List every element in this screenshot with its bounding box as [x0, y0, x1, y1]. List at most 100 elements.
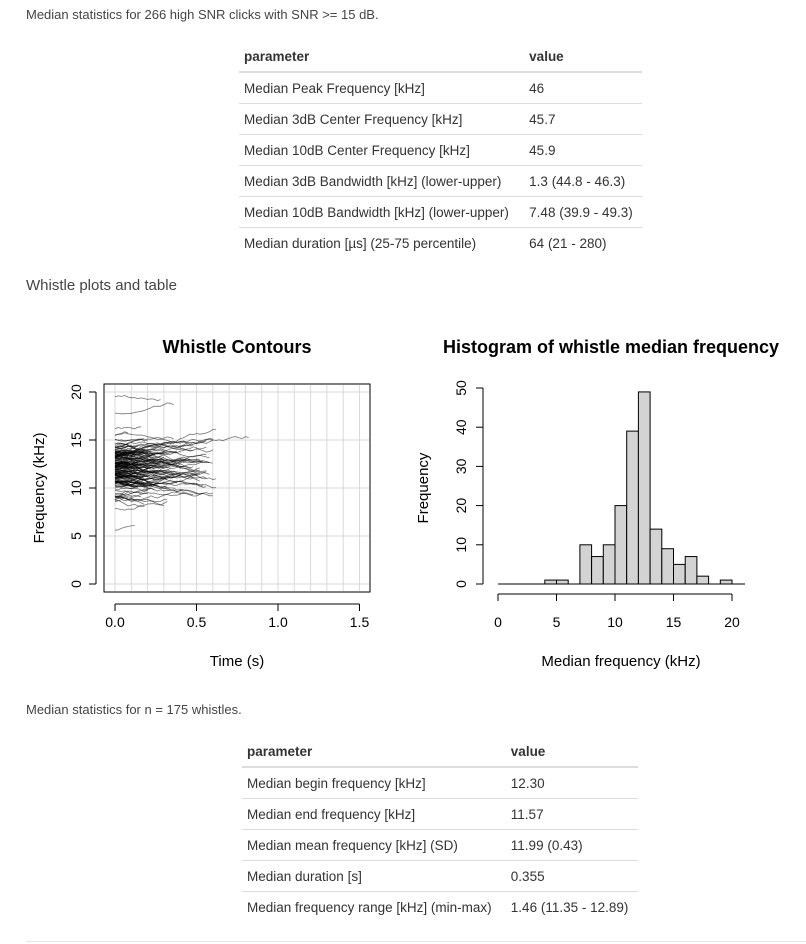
table-row: Median 10dB Bandwidth [kHz] (lower-upper…	[239, 196, 642, 228]
y-tick-label: 5	[68, 532, 84, 540]
value-cell: 12.30	[510, 775, 545, 791]
whistle-contour	[114, 466, 148, 471]
histogram-bar	[673, 563, 686, 585]
contour-plot-frame	[103, 383, 371, 593]
contour-grid	[105, 385, 369, 591]
value-cell: 64 (21 - 280)	[524, 227, 642, 258]
click-stats-intro: Median statistics for 266 high SNR click…	[26, 7, 379, 22]
y-tick-label: 30	[453, 458, 469, 474]
histogram-bar	[602, 544, 616, 585]
x-tick-label: 5	[553, 614, 561, 630]
whistle-contour	[114, 451, 165, 459]
histogram-bar	[696, 575, 710, 585]
histogram-title: Histogram of whistle median frequency	[443, 337, 779, 357]
value-cell: 1.3 (44.8 - 46.3)	[524, 165, 642, 197]
table-row: Median mean frequency [kHz] (SD) 11.99 (…	[242, 829, 638, 861]
x-tick-label: 10	[607, 614, 623, 630]
whistle-contour	[114, 480, 178, 486]
value-cell: 0.355	[505, 860, 638, 892]
x-tick-label: 0	[494, 614, 502, 630]
histogram-bar	[556, 579, 569, 585]
whistle-contour	[114, 525, 135, 531]
whistle-contour	[114, 402, 174, 415]
whistle-contour	[114, 438, 148, 442]
parameter-cell: Median end frequency [kHz]	[242, 798, 506, 830]
whistle-contour	[114, 480, 158, 486]
histogram-bar	[719, 579, 733, 585]
bottom-divider	[26, 941, 806, 942]
y-tick-label: 50	[453, 380, 469, 396]
value-cell: 45.9	[524, 134, 642, 166]
y-tick-label: 10	[68, 480, 84, 496]
whistle-contour	[114, 481, 217, 489]
x-tick-label: 20	[724, 614, 740, 630]
histogram-chart: Histogram of whistle median frequency 0 5…	[415, 337, 779, 670]
histogram-bar	[649, 528, 663, 585]
whistle-contour	[114, 500, 168, 511]
whistle-contour	[114, 480, 171, 490]
value-cell: 45.7	[524, 103, 642, 135]
y-tick-label: 0	[453, 580, 469, 588]
y-tick-label: 40	[453, 419, 469, 435]
parameter-cell: Median duration [µs] (25-75 percentile)	[239, 227, 525, 258]
contour-chart-title: Whistle Contours	[163, 337, 312, 357]
whistle-contour	[114, 432, 174, 439]
value-cell: 11.99 (0.43)	[505, 829, 638, 861]
histogram-bar	[579, 544, 593, 585]
parameter-cell: Median 10dB Bandwidth [kHz] (lower-upper…	[239, 196, 525, 228]
value-cell: 46	[529, 80, 545, 96]
whistle-contour	[114, 491, 148, 498]
value-cell: 7.48 (39.9 - 49.3)	[524, 196, 642, 228]
whistle-contour	[114, 438, 145, 448]
whistle-contour	[114, 471, 145, 476]
table-row: Median duration [s] 0.355	[242, 860, 638, 892]
click-stats-table: parameter value Median Peak Frequency [k…	[239, 41, 642, 258]
parameter-cell: Median frequency range [kHz] (min-max)	[242, 891, 506, 922]
table-row: Median 3dB Bandwidth [kHz] (lower-upper)…	[239, 165, 642, 197]
parameter-cell: Median 3dB Bandwidth [kHz] (lower-upper)	[239, 165, 525, 197]
histogram-bar	[661, 548, 674, 585]
whistle-contour	[114, 474, 213, 495]
table-header-row: parameter value	[239, 41, 642, 73]
whistle-contour	[114, 480, 139, 488]
whistle-contour	[114, 499, 145, 507]
value-cell: 1.46 (11.35 - 12.89)	[505, 891, 638, 922]
table-header-row: parameter value	[242, 736, 638, 768]
x-tick-label: 0.5	[187, 614, 207, 630]
histogram-y-label: Frequency	[415, 452, 432, 523]
contour-y-axis: 0 5 10 15 20	[68, 384, 97, 588]
whistle-contour	[114, 458, 210, 465]
histogram-bars	[544, 391, 733, 585]
histogram-x-label: Median frequency (kHz)	[541, 653, 700, 670]
x-tick-label: 15	[666, 614, 682, 630]
contour-y-label: Frequency (kHz)	[31, 433, 48, 544]
table-row: Median begin frequency [kHz] 12.30	[242, 767, 638, 799]
parameter-cell: Median duration [s]	[242, 860, 506, 892]
whistle-contour	[114, 462, 161, 469]
whistle-contour	[114, 473, 204, 487]
whistle-contour	[114, 481, 132, 489]
y-tick-label: 15	[68, 432, 84, 448]
whistle-contour	[114, 450, 152, 459]
whistle-contour	[114, 469, 135, 474]
whistle-contour	[114, 395, 161, 402]
whistle-contour	[114, 438, 207, 455]
x-tick-label: 1.0	[268, 614, 288, 630]
table-row: Median end frequency [kHz] 11.57	[242, 798, 638, 830]
whistle-contour	[114, 451, 210, 475]
table-row: Median duration [µs] (25-75 percentile) …	[239, 227, 642, 258]
whistle-plots-figure: Whistle Contours 0.0 0.5 1.0 1.5 0 5 10 15 20 T…	[31, 337, 779, 670]
y-tick-label: 10	[453, 537, 469, 553]
whistle-stats-intro: Median statistics for n = 175 whistles.	[26, 702, 242, 717]
table-row: Median frequency range [kHz] (min-max) 1…	[242, 891, 638, 922]
x-tick-label: 1.5	[350, 614, 370, 630]
whistle-section-heading: Whistle plots and table	[26, 277, 177, 294]
contour-chart: Whistle Contours 0.0 0.5 1.0 1.5 0 5 10 15 20 T…	[31, 337, 371, 670]
whistle-contour	[114, 480, 213, 497]
whistle-contour	[114, 439, 213, 451]
histogram-x-axis: 0 5 10 15 20	[494, 593, 740, 630]
whistle-stats-table: parameter value Median begin frequency […	[242, 736, 638, 922]
histogram-bar	[591, 556, 604, 585]
whistle-contour	[114, 485, 155, 492]
x-tick-label: 0.0	[105, 614, 125, 630]
